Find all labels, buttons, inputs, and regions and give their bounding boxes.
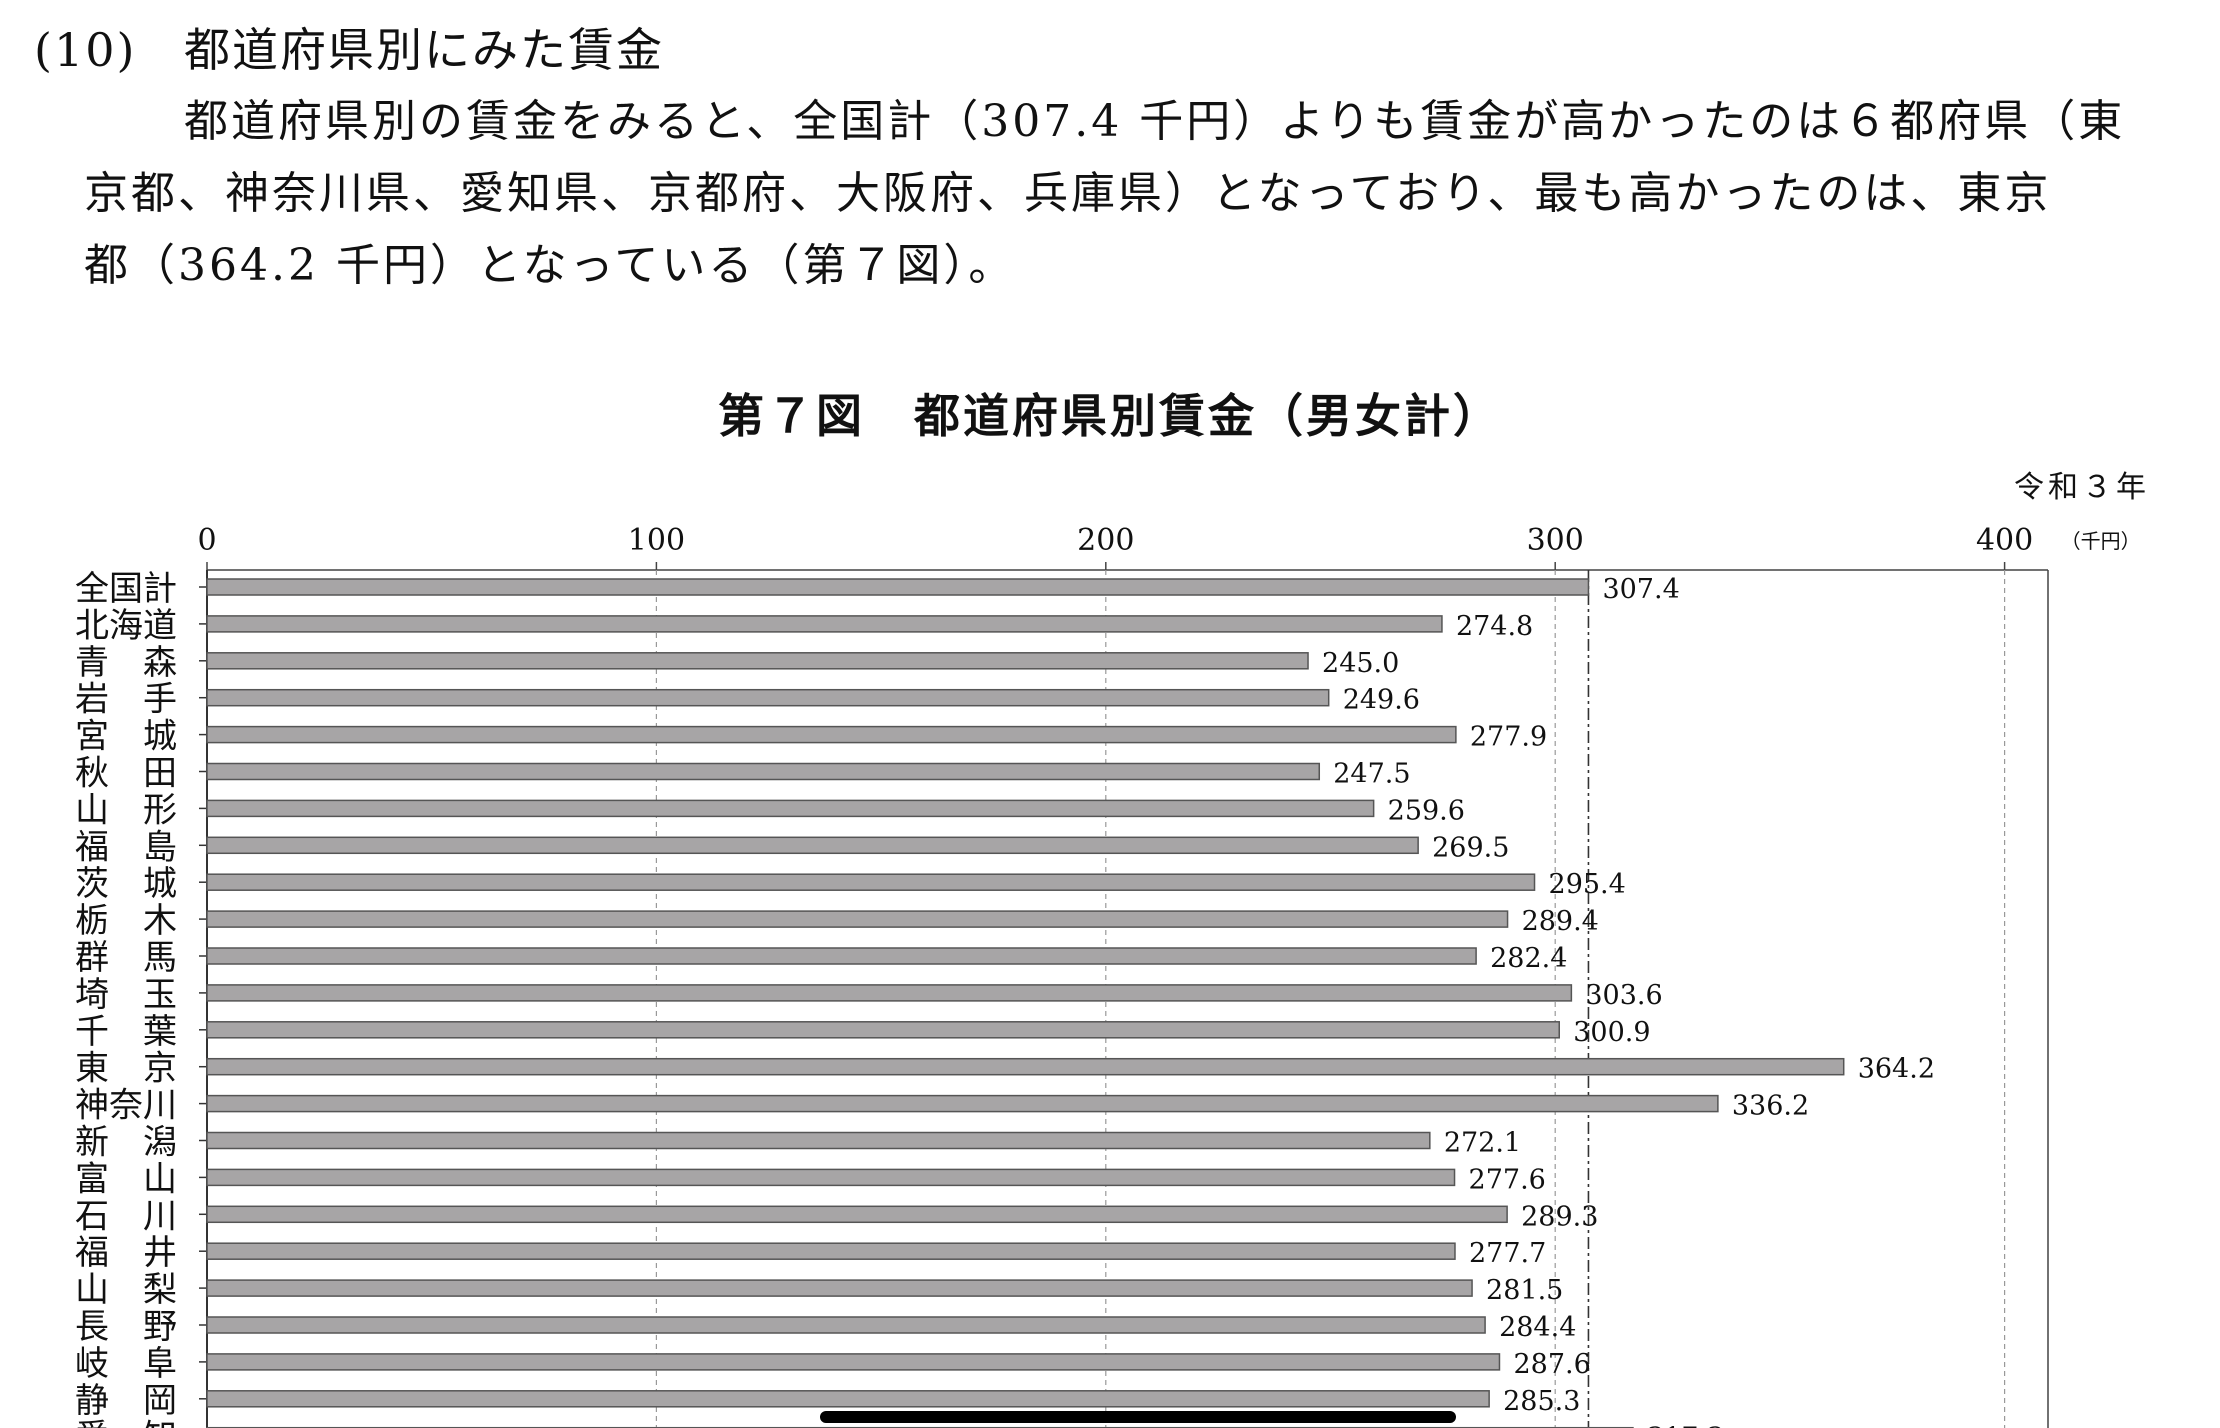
- value-label-3: 249.6: [1343, 685, 1420, 716]
- x-tick-label-200: 200: [1077, 523, 1134, 558]
- category-label-8: 茨 城: [75, 864, 177, 904]
- value-label-6: 259.6: [1388, 795, 1465, 826]
- category-label-18: 福 井: [75, 1233, 177, 1273]
- bar-5: [206, 762, 1321, 781]
- paragraph-line-1: 都道府県別の賃金をみると、全国計（307.4 千円）よりも賃金が高かったのは６都…: [184, 96, 2126, 147]
- value-label-13: 364.2: [1858, 1054, 1935, 1085]
- category-label-5: 秋 田: [75, 754, 177, 794]
- value-label-17: 289.3: [1521, 1201, 1598, 1232]
- bar-1: [206, 615, 1443, 633]
- value-label-8: 295.4: [1549, 869, 1626, 900]
- bar-6: [206, 799, 1375, 818]
- value-label-7: 269.5: [1432, 832, 1509, 863]
- value-label-18: 277.7: [1469, 1238, 1546, 1269]
- category-label-22: 静 岡: [75, 1381, 177, 1421]
- category-label-0: 全国計: [75, 569, 177, 609]
- value-label-5: 247.5: [1333, 759, 1410, 790]
- bar-2: [206, 652, 1309, 670]
- category-label-4: 宮 城: [75, 717, 177, 757]
- value-label-14: 336.2: [1732, 1091, 1809, 1122]
- value-label-0: 307.4: [1602, 574, 1679, 605]
- value-label-1: 274.8: [1456, 611, 1533, 642]
- bar-22: [206, 1390, 1490, 1408]
- bar-15: [206, 1131, 1431, 1150]
- category-label-15: 新 潟: [75, 1123, 177, 1163]
- section-heading: (10) 都道府県別にみた賃金: [34, 14, 664, 80]
- value-label-11: 303.6: [1585, 980, 1662, 1011]
- category-label-13: 東 京: [75, 1049, 177, 1089]
- x-tick-label-300: 300: [1527, 523, 1584, 558]
- value-label-23: 317.3: [1647, 1423, 1724, 1428]
- chart-year-note: 令和３年: [2014, 470, 2150, 505]
- value-label-20: 284.4: [1499, 1312, 1576, 1343]
- value-label-16: 277.6: [1469, 1164, 1546, 1195]
- bar-14: [206, 1094, 1719, 1113]
- chart-title: 第７図 都道府県別賃金（男女計）: [718, 389, 1502, 443]
- x-tick-label-0: 0: [197, 523, 216, 558]
- bar-0: [206, 578, 1590, 596]
- bar-10: [206, 947, 1477, 965]
- bar-7: [206, 836, 1419, 855]
- x-tick-label-100: 100: [628, 523, 685, 558]
- bar-21: [206, 1353, 1501, 1371]
- bar-17: [206, 1205, 1508, 1224]
- category-label-12: 千 葉: [75, 1012, 177, 1052]
- value-label-2: 245.0: [1322, 648, 1399, 679]
- bar-3: [206, 688, 1330, 707]
- category-label-6: 山 形: [75, 790, 177, 830]
- paragraph-line-3: 都（364.2 千円）となっている（第７図）。: [84, 240, 1016, 291]
- bar-11: [206, 984, 1573, 1002]
- category-label-9: 栃 木: [75, 901, 177, 941]
- bar-4: [206, 725, 1457, 744]
- value-label-21: 287.6: [1513, 1349, 1590, 1380]
- category-label-19: 山 梨: [75, 1270, 177, 1310]
- bar-13: [206, 1057, 1845, 1076]
- body-paragraph: 都道府県別の賃金をみると、全国計（307.4 千円）よりも賃金が高かったのは６都…: [84, 86, 2194, 302]
- category-label-3: 岩 手: [75, 680, 177, 720]
- value-label-22: 285.3: [1503, 1386, 1580, 1417]
- bar-19: [206, 1279, 1473, 1297]
- category-label-16: 富 山: [75, 1159, 177, 1199]
- category-label-1: 北海道: [75, 606, 177, 646]
- category-label-14: 神奈川: [75, 1086, 177, 1126]
- section-title: 都道府県別にみた賃金: [184, 23, 664, 77]
- category-label-11: 埼 玉: [75, 975, 177, 1015]
- value-label-4: 277.9: [1470, 722, 1547, 753]
- paragraph-line-2: 京都、神奈川県、愛知県、京都府、大阪府、兵庫県）となっており、最も高かったのは、…: [84, 168, 2052, 219]
- scroll-indicator[interactable]: [820, 1411, 1456, 1423]
- value-label-12: 300.9: [1573, 1017, 1650, 1048]
- category-label-2: 青 森: [75, 643, 177, 683]
- category-label-7: 福 島: [75, 827, 177, 867]
- value-label-15: 272.1: [1444, 1128, 1521, 1159]
- bar-8: [206, 873, 1536, 891]
- value-label-19: 281.5: [1486, 1275, 1563, 1306]
- value-label-9: 289.4: [1522, 906, 1599, 937]
- bar-20: [206, 1316, 1486, 1334]
- section-number: (10): [34, 23, 137, 77]
- bar-9: [206, 910, 1509, 928]
- category-label-21: 岐 阜: [75, 1344, 177, 1384]
- category-label-20: 長 野: [75, 1307, 177, 1347]
- bar-12: [206, 1021, 1560, 1039]
- value-label-10: 282.4: [1490, 943, 1567, 974]
- bar-16: [206, 1168, 1456, 1187]
- category-label-10: 群 馬: [75, 938, 177, 978]
- bar-18: [206, 1242, 1456, 1260]
- category-label-17: 石 川: [75, 1196, 177, 1236]
- x-unit-label: （千円）: [2061, 529, 2141, 553]
- x-tick-label-400: 400: [1976, 523, 2033, 558]
- category-label-23: 愛 知: [75, 1418, 177, 1428]
